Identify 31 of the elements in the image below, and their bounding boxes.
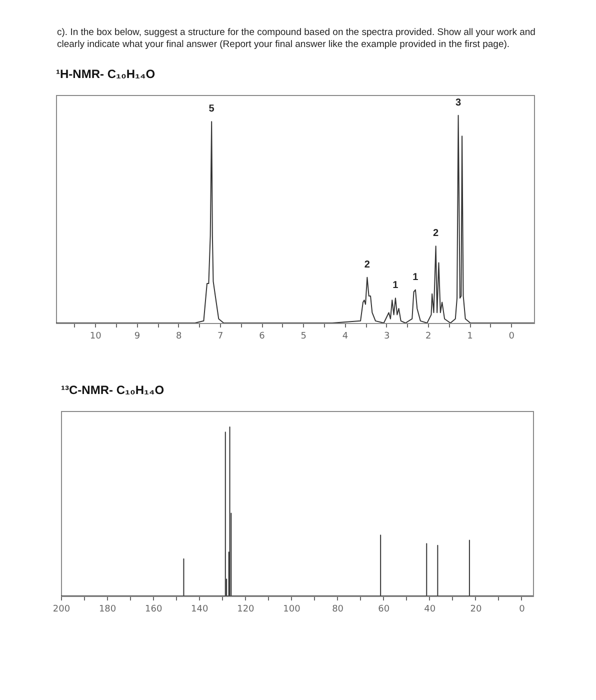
x-tick-label: 40: [424, 604, 436, 614]
annotation: 2: [364, 259, 370, 270]
x-tick-label: 160: [145, 604, 162, 614]
annotation: 1: [392, 280, 399, 292]
annotation: 5: [208, 104, 215, 115]
x-tick-label: 7: [218, 332, 224, 342]
annotation: 3: [456, 97, 462, 108]
x-tick-label: 5: [300, 332, 306, 342]
x-tick-label: 60: [378, 604, 390, 614]
x-tick-label: 120: [237, 604, 255, 614]
x-tick-label: 2: [426, 332, 432, 342]
annotation: 1: [412, 272, 419, 283]
x-tick-label: 1: [467, 332, 473, 342]
x-tick-label: 6: [259, 332, 266, 342]
x-tick-label: 3: [384, 332, 390, 342]
text: c). In the box below, suggest a structure for the compound based on the spectra provided. Show all your work and clearly indicate what your final answer (Report your final answer like the example provided in the first page).: [57, 27, 536, 51]
x-tick-label: 4: [342, 332, 348, 342]
x-tick-label: 200: [52, 604, 70, 614]
chart-title: ¹H-NMR- C₁₀H₁₄O: [56, 67, 156, 81]
x-tick-label: 20: [470, 604, 482, 614]
x-tick-label: 180: [98, 604, 116, 614]
x-tick-label: 9: [134, 332, 140, 342]
x-tick-label: 10: [90, 332, 102, 342]
x-tick-label: 0: [508, 332, 515, 342]
chart-title: ¹³C-NMR- C₁₀H₁₄O: [61, 383, 164, 397]
x-tick-label: 100: [283, 604, 301, 614]
annotation: 2: [433, 228, 440, 240]
x-tick-label: 0: [519, 604, 526, 614]
x-tick-label: 80: [332, 604, 344, 614]
x-tick-label: 8: [176, 332, 182, 342]
x-tick-label: 140: [191, 604, 209, 614]
